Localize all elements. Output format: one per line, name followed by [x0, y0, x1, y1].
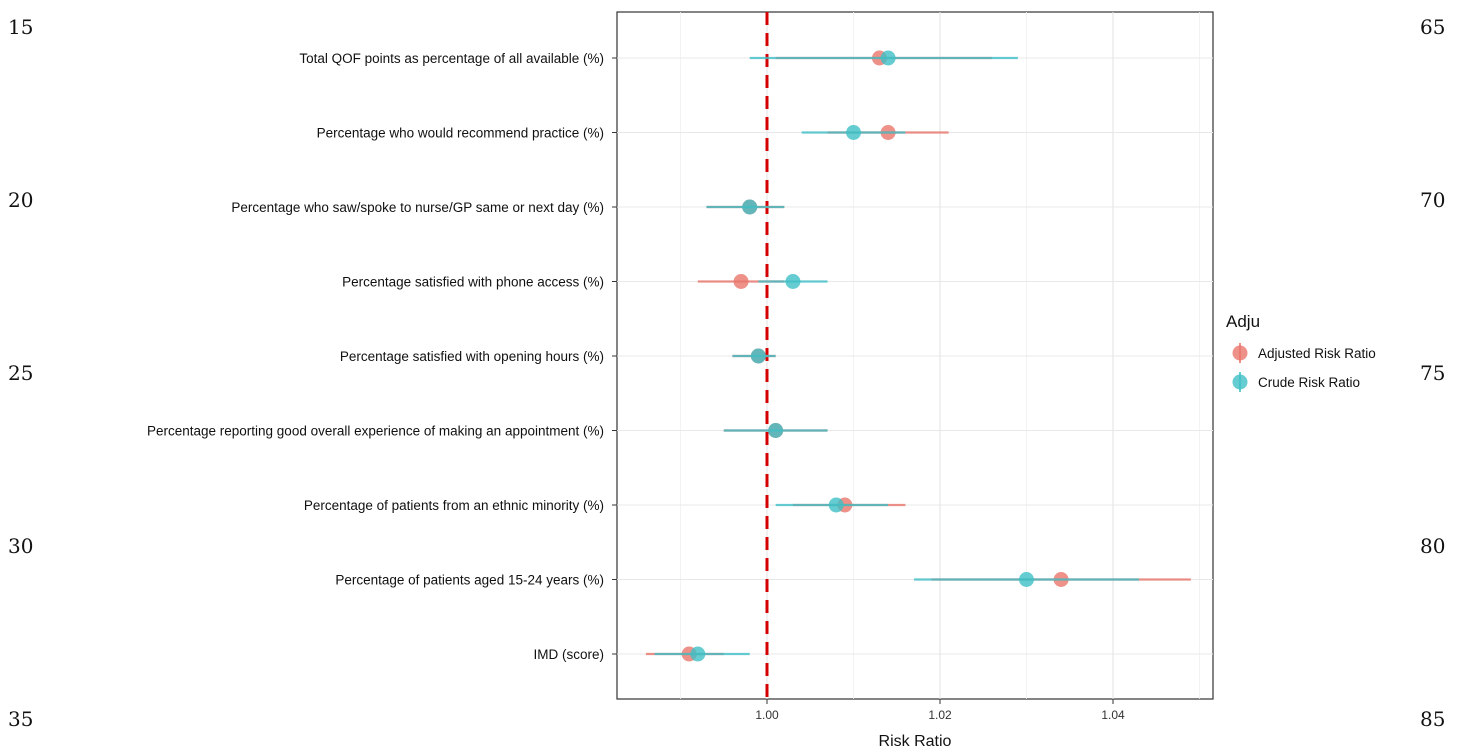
legend-key-point [1232, 374, 1248, 390]
point-estimate [733, 274, 749, 289]
category-label: Percentage satisfied with phone access (… [342, 275, 604, 290]
series-crude [654, 50, 1139, 662]
point-estimate [880, 50, 896, 66]
x-axis-ticks: 1.00 1.02 1.04 [755, 699, 1125, 722]
category-label: Percentage who would recommend practice … [317, 126, 604, 141]
category-label: Percentage reporting good overall experi… [147, 424, 604, 439]
line-number-right: 80 [1420, 534, 1445, 558]
legend-key-point [1232, 345, 1248, 361]
line-number-left: 20 [8, 188, 33, 212]
x-tick-label: 1.04 [1101, 708, 1125, 722]
category-labels: Total QOF points as percentage of all av… [147, 51, 617, 662]
point-estimate [828, 497, 844, 513]
x-axis-label: Risk Ratio [879, 733, 952, 750]
chart-marks [645, 50, 1191, 662]
point-estimate [785, 274, 801, 289]
point-estimate [768, 423, 784, 438]
line-number-left: 15 [8, 15, 33, 39]
line-number-left: 35 [8, 707, 33, 731]
x-tick-label: 1.00 [755, 708, 779, 722]
category-label: Percentage of patients from an ethnic mi… [304, 498, 604, 513]
legend-item-label: Adjusted Risk Ratio [1258, 346, 1376, 361]
point-estimate [742, 199, 758, 215]
point-estimate [690, 646, 706, 662]
line-number-right: 85 [1420, 707, 1445, 731]
line-numbers: 15 20 25 30 35 65 70 75 80 85 [8, 15, 1445, 731]
category-label: Total QOF points as percentage of all av… [299, 51, 604, 66]
category-label: IMD (score) [534, 647, 605, 662]
point-estimate [846, 125, 861, 140]
category-label: Percentage who saw/spoke to nurse/GP sam… [231, 200, 604, 215]
category-label: Percentage of patients aged 15-24 years … [335, 573, 604, 588]
line-number-right: 65 [1420, 15, 1445, 39]
line-number-right: 70 [1420, 188, 1445, 212]
legend-item-label: Crude Risk Ratio [1258, 375, 1360, 390]
legend-title: Adju [1226, 312, 1260, 331]
point-estimate [1019, 572, 1034, 587]
point-estimate [750, 348, 766, 364]
legend: Adju Adjusted Risk Ratio Crude Risk Ratio [1226, 312, 1376, 392]
line-number-right: 75 [1420, 361, 1445, 385]
category-label: Percentage satisfied with opening hours … [340, 349, 604, 364]
x-tick-label: 1.02 [928, 708, 952, 722]
line-number-left: 25 [8, 361, 33, 385]
line-number-left: 30 [8, 534, 33, 558]
